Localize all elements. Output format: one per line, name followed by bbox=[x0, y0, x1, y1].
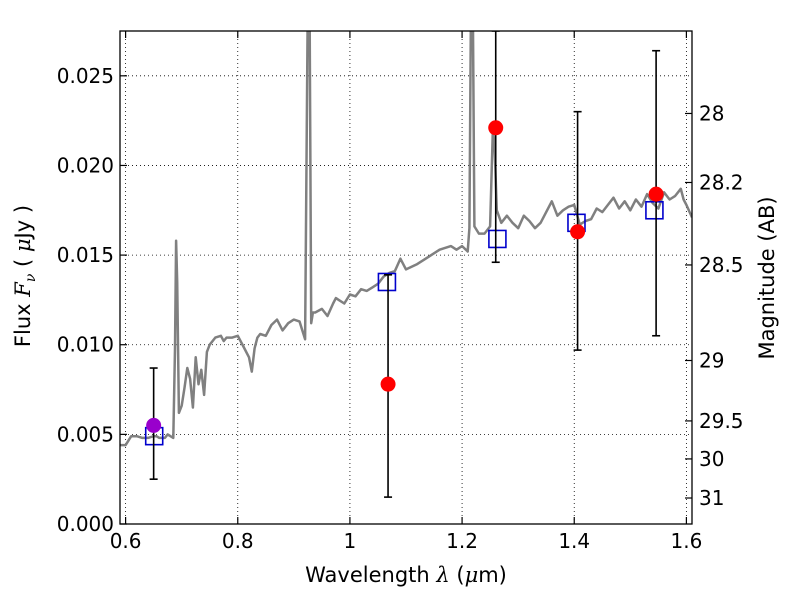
y-tick-label: 0.010 bbox=[57, 333, 114, 357]
mag-tick-label: 29 bbox=[699, 349, 724, 373]
x-tick-label: 1 bbox=[344, 529, 357, 553]
photometry-point bbox=[488, 120, 504, 136]
template-spectrum bbox=[120, 31, 692, 447]
x-tick-label: 1.6 bbox=[670, 529, 702, 553]
photometry-point bbox=[648, 186, 664, 202]
mag-tick-label: 28.5 bbox=[699, 253, 744, 277]
photometry-point bbox=[380, 376, 396, 392]
spectrum-line bbox=[120, 31, 692, 447]
x-tick-label: 0.8 bbox=[222, 529, 254, 553]
error-bars bbox=[149, 31, 661, 498]
photometry-point bbox=[570, 224, 586, 240]
y-tick-label: 0.025 bbox=[57, 64, 114, 88]
x-tick-labels: 0.6 0.8 1 1.2 1.4 1.6 bbox=[110, 529, 703, 553]
model-square bbox=[488, 229, 507, 249]
observed-photometry-series bbox=[146, 120, 664, 433]
axis-ticks bbox=[120, 31, 692, 525]
magnitude-tick-labels: 28 28.2 28.5 29 29.5 30 31 bbox=[699, 101, 744, 510]
y-tick-label: 0.005 bbox=[57, 422, 114, 446]
mag-tick-label: 29.5 bbox=[699, 409, 744, 433]
y-axis-label-right: Magnitude (AB) bbox=[755, 196, 779, 359]
x-tick-label: 1.2 bbox=[446, 529, 478, 553]
mag-tick-label: 28.2 bbox=[699, 170, 744, 194]
mag-tick-label: 28 bbox=[699, 101, 724, 125]
y-tick-label: 0.015 bbox=[57, 243, 114, 267]
x-tick-label: 0.6 bbox=[110, 529, 142, 553]
photometry-point bbox=[146, 417, 162, 433]
y-tick-labels: 0.000 0.005 0.010 0.015 0.020 0.025 bbox=[57, 64, 114, 536]
y-tick-label: 0.000 bbox=[57, 512, 114, 536]
model-square bbox=[645, 200, 664, 220]
grid bbox=[120, 31, 692, 525]
y-axis-label: Flux Fν ( μJy ) bbox=[11, 205, 39, 347]
model-square bbox=[377, 272, 397, 292]
x-tick-label: 1.4 bbox=[558, 529, 590, 553]
x-axis-label: Wavelength λ (μm) bbox=[305, 563, 507, 587]
plot-frame bbox=[119, 30, 693, 525]
y-tick-label: 0.020 bbox=[57, 153, 114, 177]
mag-tick-label: 31 bbox=[699, 486, 724, 510]
mag-tick-label: 30 bbox=[699, 447, 724, 471]
model-photometry-series bbox=[144, 200, 664, 446]
